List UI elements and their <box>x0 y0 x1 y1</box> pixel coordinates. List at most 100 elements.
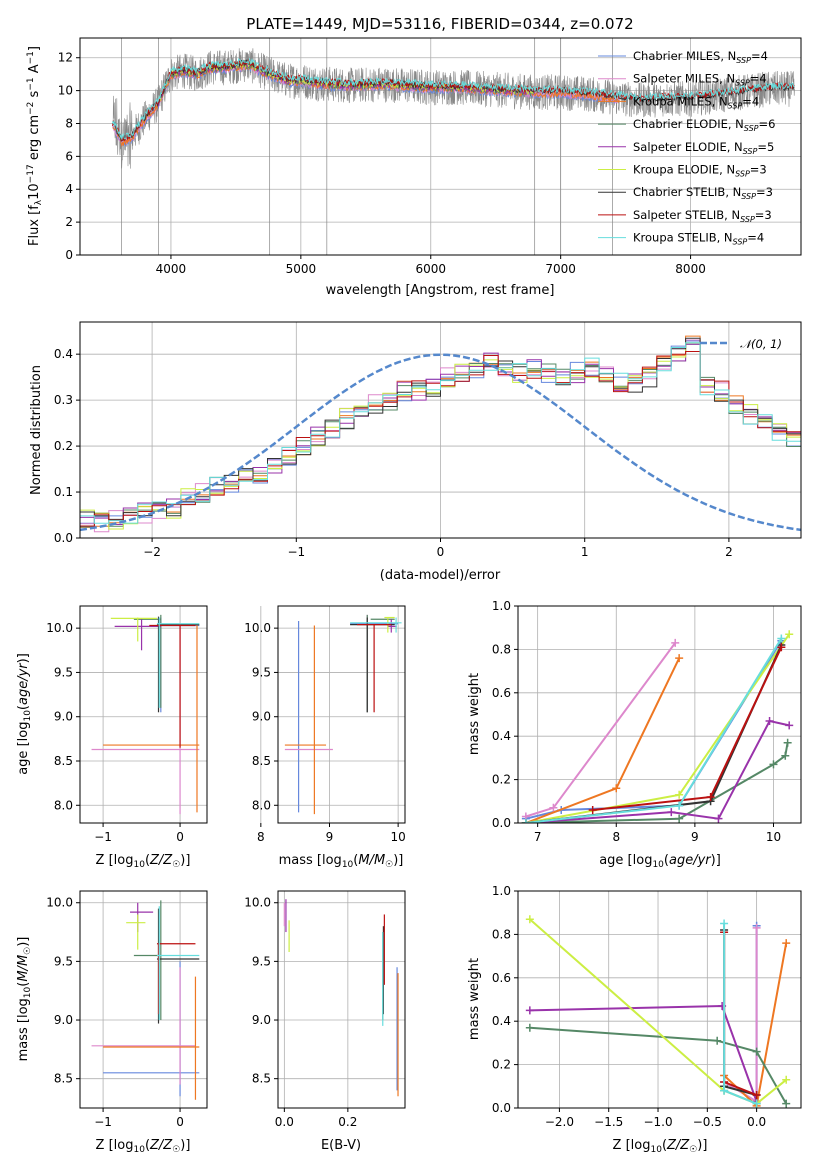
legend-label-salpeter-elodie: Salpeter ELODIE, NSSP=5 <box>633 140 774 156</box>
weight-marker-kroupa-stelib <box>752 1099 761 1108</box>
weight-line-salpeter-miles <box>525 642 677 818</box>
y-tick-label: 0.0 <box>492 816 511 830</box>
residuals-data-layer <box>80 335 801 533</box>
residual-hist-kroupa-miles <box>80 335 801 528</box>
weight-line-kroupa-stelib <box>723 923 757 1105</box>
weight-marker-kroupa-miles <box>612 784 621 793</box>
x-tick-label: 9 <box>326 830 334 844</box>
weight-vs-age-ylabel: mass weight <box>467 673 482 755</box>
residual-hist-chabrier-stelib <box>80 337 801 520</box>
age-vs-mass-panel: 8 9 10 8.0 8.5 9.0 9.5 10.0 mass [log10(M/M☉)] <box>244 605 406 870</box>
y-tick-label: 10.0 <box>244 896 271 910</box>
weight-vs-age-axes-frame <box>517 605 802 824</box>
x-tick-label: 8 <box>612 830 620 844</box>
mass-vs-EBV-ticks: 0.0 0.2 8.5 9.0 9.5 10.0 <box>244 896 357 1129</box>
mass-vs-Z-axes-frame <box>79 890 208 1109</box>
x-tick-label: 4000 <box>156 262 187 276</box>
x-tick-label: 6000 <box>415 262 446 276</box>
weight-vs-Z-panel: −2.0 −1.5 −1.0 −0.5 0.0 0.0 0.2 0.4 0.6 0.8 1.0 Z … <box>467 884 802 1155</box>
weight-line-chabrier-elodie <box>525 742 789 823</box>
y-tick-label: 8.5 <box>54 1072 73 1086</box>
spectrum-ylabel: Flux [fλ10−17 erg cm−2 s−1 A−1] <box>26 46 44 246</box>
weight-vs-age-ticks: 7 8 9 10 0.0 0.2 0.4 0.6 0.8 1.0 <box>492 599 781 844</box>
y-tick-label: 9.5 <box>54 954 73 968</box>
y-tick-label: 0.3 <box>54 393 73 407</box>
spectrum-axes-frame <box>79 37 802 256</box>
weight-line-salpeter-stelib <box>592 646 783 811</box>
age-vs-Z-grid <box>80 606 207 823</box>
age-vs-mass-ticks: 8 9 10 8.0 8.5 9.0 9.5 10.0 <box>244 621 405 844</box>
residuals-xlabel: (data-model)/error <box>380 568 501 583</box>
legend-label-chabrier-miles: Chabrier MILES, NSSP=4 <box>633 49 768 65</box>
weight-marker-salpeter-elodie <box>667 808 676 817</box>
y-tick-label: 0.8 <box>492 927 511 941</box>
spectrum-ticks: 4000 5000 6000 7000 8000 0 2 4 6 8 10 12 <box>58 51 706 276</box>
x-tick-label: −1 <box>94 830 112 844</box>
age-vs-mass-xlabel: mass [log10(M/M☉)] <box>279 853 404 870</box>
x-tick-label: −2.0 <box>545 1115 574 1129</box>
age-vs-mass-data-layer <box>284 614 402 815</box>
weight-vs-age-grid <box>518 605 801 824</box>
mass-vs-EBV-panel: 0.0 0.2 8.5 9.0 9.5 10.0 E(B-V) <box>244 890 406 1153</box>
age-vs-Z-axes-frame <box>79 605 208 824</box>
mass-vs-EBV-data-layer <box>283 899 399 1097</box>
y-tick-label: 0.4 <box>492 1014 511 1028</box>
x-tick-label: −1 <box>94 1115 112 1129</box>
model-line-kroupa-stelib <box>112 57 795 140</box>
y-tick-label: 12 <box>58 51 73 65</box>
legend-label-chabrier-stelib: Chabrier STELIB, NSSP=3 <box>633 185 773 201</box>
residual-hist-chabrier-miles <box>80 340 801 524</box>
y-tick-label: 0.8 <box>492 642 511 656</box>
residuals-legend: 𝒩(0, 1) <box>700 337 782 351</box>
age-vs-mass-axes-frame <box>277 605 406 824</box>
y-tick-label: 10.0 <box>46 896 73 910</box>
x-tick-label: 0.2 <box>338 1115 357 1129</box>
weight-line-chabrier-stelib <box>723 930 757 1096</box>
weight-marker-kroupa-stelib <box>777 634 786 643</box>
mass-vs-EBV-grid <box>278 891 405 1108</box>
residual-hist-salpeter-miles <box>80 339 801 533</box>
weight-vs-Z-grid <box>518 890 801 1109</box>
legend-label-salpeter-stelib: Salpeter STELIB, NSSP=3 <box>633 208 772 224</box>
x-tick-label: 0 <box>437 545 445 559</box>
weight-marker-chabrier-elodie <box>782 1099 791 1108</box>
mass-vs-Z-ticks: −1 0 8.5 9.0 9.5 10.0 <box>46 896 184 1129</box>
y-tick-label: 2 <box>65 215 73 229</box>
weight-marker-salpeter-miles <box>549 803 558 812</box>
weight-line-salpeter-stelib <box>723 932 757 1096</box>
weight-vs-age-data-layer <box>521 630 794 823</box>
weight-marker-salpeter-stelib <box>752 1090 761 1099</box>
age-vs-Z-xlabel: Z [log10(Z/Z☉)] <box>96 853 191 870</box>
weight-marker-salpeter-miles <box>752 923 761 932</box>
spectrum-xlabel: wavelength [Angstrom, rest frame] <box>326 283 555 298</box>
x-tick-label: 0.0 <box>747 1115 766 1129</box>
weight-marker-salpeter-elodie <box>765 717 774 726</box>
y-tick-label: 0.2 <box>492 773 511 787</box>
x-tick-label: −0.5 <box>693 1115 722 1129</box>
y-tick-label: 8.0 <box>54 798 73 812</box>
y-tick-label: 1.0 <box>492 599 511 613</box>
x-tick-label: 10 <box>390 830 405 844</box>
residuals-axes-frame <box>79 321 802 539</box>
y-tick-label: 9.5 <box>252 665 271 679</box>
weight-marker-kroupa-miles <box>782 939 791 948</box>
y-tick-label: 0.4 <box>54 347 73 361</box>
legend-label-chabrier-elodie: Chabrier ELODIE, NSSP=6 <box>633 117 775 133</box>
weight-marker-kroupa-elodie <box>675 790 684 799</box>
mass-vs-Z-data-layer <box>91 900 200 1100</box>
y-tick-label: 4 <box>65 182 73 196</box>
y-tick-label: 0.0 <box>492 1101 511 1115</box>
weight-vs-Z-data-layer <box>525 915 791 1108</box>
weight-marker-kroupa-stelib <box>521 819 530 823</box>
weight-marker-chabrier-elodie <box>781 751 790 760</box>
x-tick-label: −1.0 <box>643 1115 672 1129</box>
normal-legend-label: 𝒩(0, 1) <box>740 337 782 351</box>
x-tick-label: −1.5 <box>594 1115 623 1129</box>
y-tick-label: 9.0 <box>252 710 271 724</box>
weight-marker-kroupa-miles <box>675 654 684 663</box>
weight-marker-salpeter-elodie <box>525 1006 534 1015</box>
spectrum-panel: 4000 5000 6000 7000 8000 0 2 4 6 8 10 12 wavelength… <box>26 37 802 298</box>
weight-vs-Z-ticks: −2.0 −1.5 −1.0 −0.5 0.0 0.0 0.2 0.4 0.6 0.8 1.0 <box>492 884 766 1129</box>
y-tick-label: 8 <box>65 116 73 130</box>
weight-marker-salpeter-stelib <box>777 643 786 652</box>
